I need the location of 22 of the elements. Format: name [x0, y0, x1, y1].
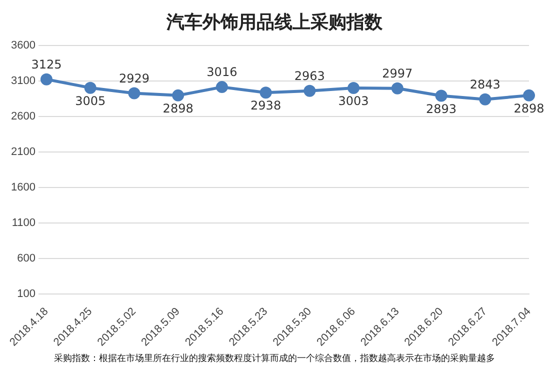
- y-tick-label: 1100: [12, 217, 36, 230]
- data-label: 3016: [206, 65, 238, 80]
- y-tick-label: 600: [17, 252, 36, 265]
- y-tick-label: 2100: [10, 146, 36, 158]
- data-label: 2938: [250, 98, 282, 113]
- y-tick-label: 1600: [10, 182, 36, 194]
- y-tick-label: 100: [17, 288, 36, 300]
- data-label: 3005: [75, 94, 106, 108]
- data-label: 2898: [162, 102, 194, 116]
- data-label: 2843: [470, 77, 500, 92]
- data-label: 2997: [382, 66, 413, 81]
- y-tick-label: 3600: [10, 40, 36, 52]
- data-label: 3125: [31, 57, 62, 72]
- data-label: 2963: [294, 68, 325, 83]
- data-label: 2898: [514, 102, 544, 116]
- data-label: 3003: [338, 94, 369, 108]
- y-tick-label: 2600: [10, 110, 36, 123]
- text: 采购指数：根据在市场里所在行业的搜索频数程度计算而成的一个综合数值，指数越高表示在市场的采购量越多: [53, 352, 496, 365]
- chart-title: 汽车外饰用品线上采购指数: [165, 11, 384, 34]
- y-tick-label: 3100: [10, 75, 36, 88]
- data-label: 2893: [426, 102, 457, 116]
- data-label: 2929: [118, 71, 150, 86]
